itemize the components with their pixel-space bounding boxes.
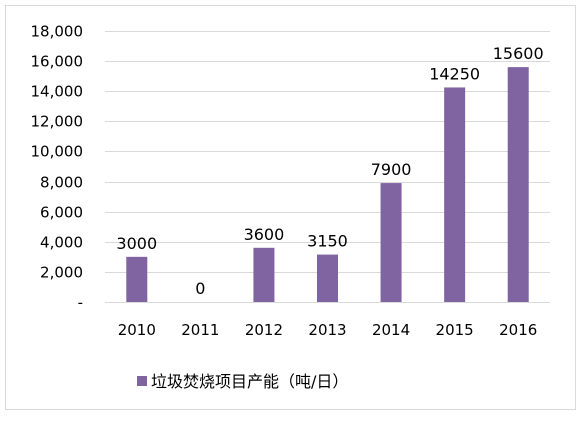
bar [126,256,148,302]
data-label: 14250 [429,64,480,83]
data-label: 15600 [493,44,544,63]
bar [317,254,338,302]
legend-label: 垃圾焚烧项目产能（吨/日） [151,372,348,391]
x-axis: 2010 2011 2012 2013 2014 2015 2016 [118,321,538,339]
y-tick-label: 16,000 [31,53,84,71]
bar [507,67,529,302]
data-label: 3000 [116,234,157,253]
data-label: 3150 [307,232,348,251]
data-labels: 3000 0 3600 3150 7900 14250 15600 [116,44,543,298]
x-tick-label: 2014 [372,321,410,339]
y-tick-label: 14,000 [31,83,84,101]
y-tick-label: 18,000 [31,23,84,41]
bar [444,87,466,302]
bar [380,183,402,302]
x-tick-label: 2016 [499,321,537,339]
data-label: 7900 [371,160,412,179]
chart-border [5,5,576,410]
data-label: 3600 [244,225,285,244]
x-tick-label: 2013 [308,321,346,339]
y-tick-label: 2,000 [40,264,83,282]
y-tick-label: - [78,294,83,312]
data-label: 0 [195,279,205,298]
y-tick-label: 8,000 [40,174,83,192]
y-axis: - 2,000 4,000 6,000 8,000 10,000 12,000 14,000 1… [31,23,84,312]
x-tick-label: 2010 [118,321,156,339]
y-tick-label: 10,000 [31,143,84,161]
bar [253,247,275,302]
x-tick-label: 2011 [181,321,219,339]
y-tick-label: 12,000 [31,113,84,131]
x-tick-label: 2015 [436,321,474,339]
legend: 垃圾焚烧项目产能（吨/日） [137,372,348,391]
legend-swatch [137,376,147,386]
gridlines [105,31,550,303]
y-tick-label: 6,000 [40,204,83,222]
x-tick-label: 2012 [245,321,283,339]
bars [126,67,529,302]
y-tick-label: 4,000 [40,234,83,252]
